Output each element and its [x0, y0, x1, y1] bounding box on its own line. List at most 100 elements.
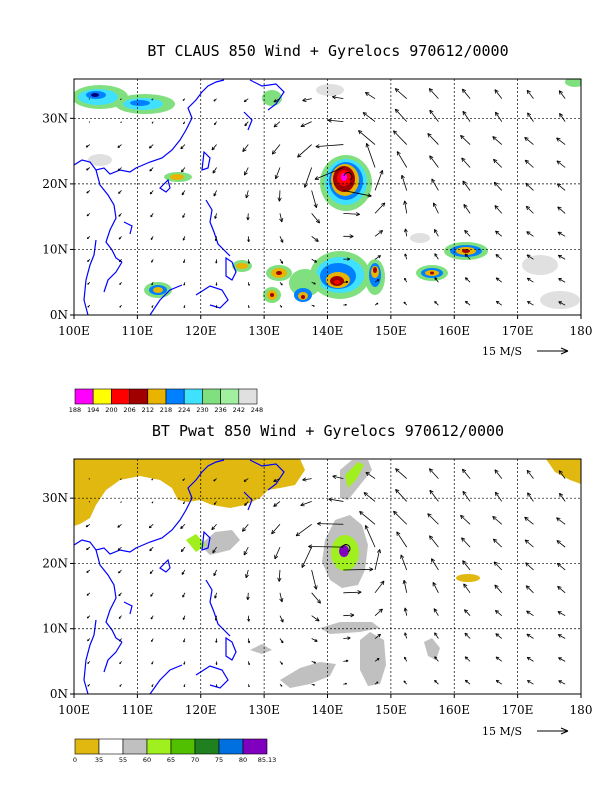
chart-title: BT Pwat 850 Wind + Gyrelocs 970612/0000 — [152, 422, 504, 440]
grid-lines — [74, 79, 581, 315]
wind-vector — [343, 613, 355, 618]
wind-vector — [213, 478, 217, 482]
wind-vector — [215, 282, 218, 286]
wind-vector — [495, 679, 503, 685]
pwat-region — [339, 545, 349, 557]
wind-vector — [343, 567, 374, 572]
wind-vector — [118, 592, 122, 597]
wind-vector — [462, 560, 471, 571]
wind-vector — [400, 174, 408, 191]
wind-vector — [403, 607, 408, 616]
wind-vector — [526, 254, 534, 260]
wind-vector — [295, 523, 312, 537]
wind-vector — [120, 121, 122, 124]
coastline — [74, 459, 285, 694]
wind-vector — [493, 181, 503, 191]
colorbar-label: 212 — [142, 406, 154, 414]
wind-vector — [311, 615, 320, 622]
wind-vector — [463, 204, 471, 214]
wind-vector — [464, 632, 471, 639]
wind-vector — [393, 510, 407, 525]
wind-vector — [117, 167, 122, 171]
x-tick-label: 160E — [438, 703, 470, 717]
wind-vector — [495, 633, 503, 639]
colorbar-swatch — [242, 738, 268, 755]
wind-vector — [271, 524, 281, 535]
wind-vector — [429, 489, 439, 502]
wind-vector — [181, 167, 186, 173]
wind-vector — [343, 636, 351, 640]
vector-scale-arrow — [537, 727, 569, 735]
colorbar-swatch — [170, 738, 196, 755]
wind-vector — [403, 680, 408, 685]
wind-vector — [151, 98, 154, 101]
colorbar-swatch — [122, 738, 148, 755]
colorbar-swatch — [74, 388, 94, 405]
x-tick-label: 140E — [312, 324, 344, 338]
colorbar-swatch — [202, 388, 221, 405]
wind-vector — [495, 277, 503, 283]
wind-vector — [524, 159, 534, 168]
colorbar-label: 65 — [167, 756, 175, 764]
colorbar-swatch — [146, 738, 172, 755]
wind-vector — [279, 213, 284, 223]
wind-vector — [374, 608, 383, 616]
wind-vector — [211, 524, 217, 531]
colorbar-label: 248 — [251, 406, 263, 414]
wind-vector — [247, 305, 250, 308]
wind-vector — [151, 661, 154, 665]
wind-vector — [149, 569, 154, 575]
colorbar-label: 194 — [87, 406, 99, 414]
wind-vector — [151, 501, 154, 504]
wind-vector — [120, 98, 122, 100]
wind-vector — [364, 525, 376, 548]
cloud-blob — [266, 265, 292, 281]
wind-vector — [404, 228, 408, 237]
wind-vector — [526, 469, 534, 479]
wind-vector — [461, 157, 471, 168]
wind-vector — [181, 569, 186, 575]
pwat-region — [280, 662, 336, 688]
wind-vector — [494, 89, 503, 99]
wind-vector — [395, 468, 407, 479]
wind-vector — [213, 98, 217, 102]
precipitable-water-layer — [74, 459, 581, 688]
wind-vector — [149, 167, 154, 172]
wind-vector — [393, 130, 408, 145]
cloud-blob — [310, 251, 370, 299]
wind-vector — [247, 661, 250, 666]
wind-vector — [182, 213, 186, 218]
pwat-region — [546, 459, 581, 484]
colorbar-label: 35 — [95, 756, 103, 764]
wind-vector — [244, 501, 249, 506]
wind-vector — [182, 98, 186, 101]
wind-vector — [215, 661, 218, 665]
x-tick-label: 100E — [58, 324, 90, 338]
wind-vector — [434, 253, 439, 260]
wind-vector — [493, 158, 503, 168]
pwat-region — [456, 574, 480, 582]
wind-vector — [557, 254, 566, 260]
grid-lines — [74, 459, 581, 694]
cloud-field-layer — [74, 79, 581, 309]
colorbar-label: 218 — [160, 406, 172, 414]
colorbar-label: 0 — [73, 756, 77, 764]
wind-vector — [183, 259, 186, 263]
wind-vector — [374, 230, 384, 237]
wind-vector — [87, 638, 91, 642]
cloud-blob — [262, 90, 282, 106]
wind-vector — [242, 144, 249, 152]
wind-vector — [247, 236, 250, 242]
wind-vector — [557, 634, 566, 639]
wind-vector — [428, 88, 439, 99]
colorbar-swatch — [92, 388, 112, 405]
wind-vector — [119, 304, 122, 308]
wind-vector — [279, 304, 283, 308]
wind-vector — [403, 301, 408, 306]
wind-vector — [244, 121, 249, 127]
wind-vector — [150, 615, 154, 620]
wind-vector — [180, 144, 186, 150]
wind-vector — [462, 490, 471, 502]
wind-vector — [428, 468, 439, 479]
wind-vector — [87, 683, 91, 687]
